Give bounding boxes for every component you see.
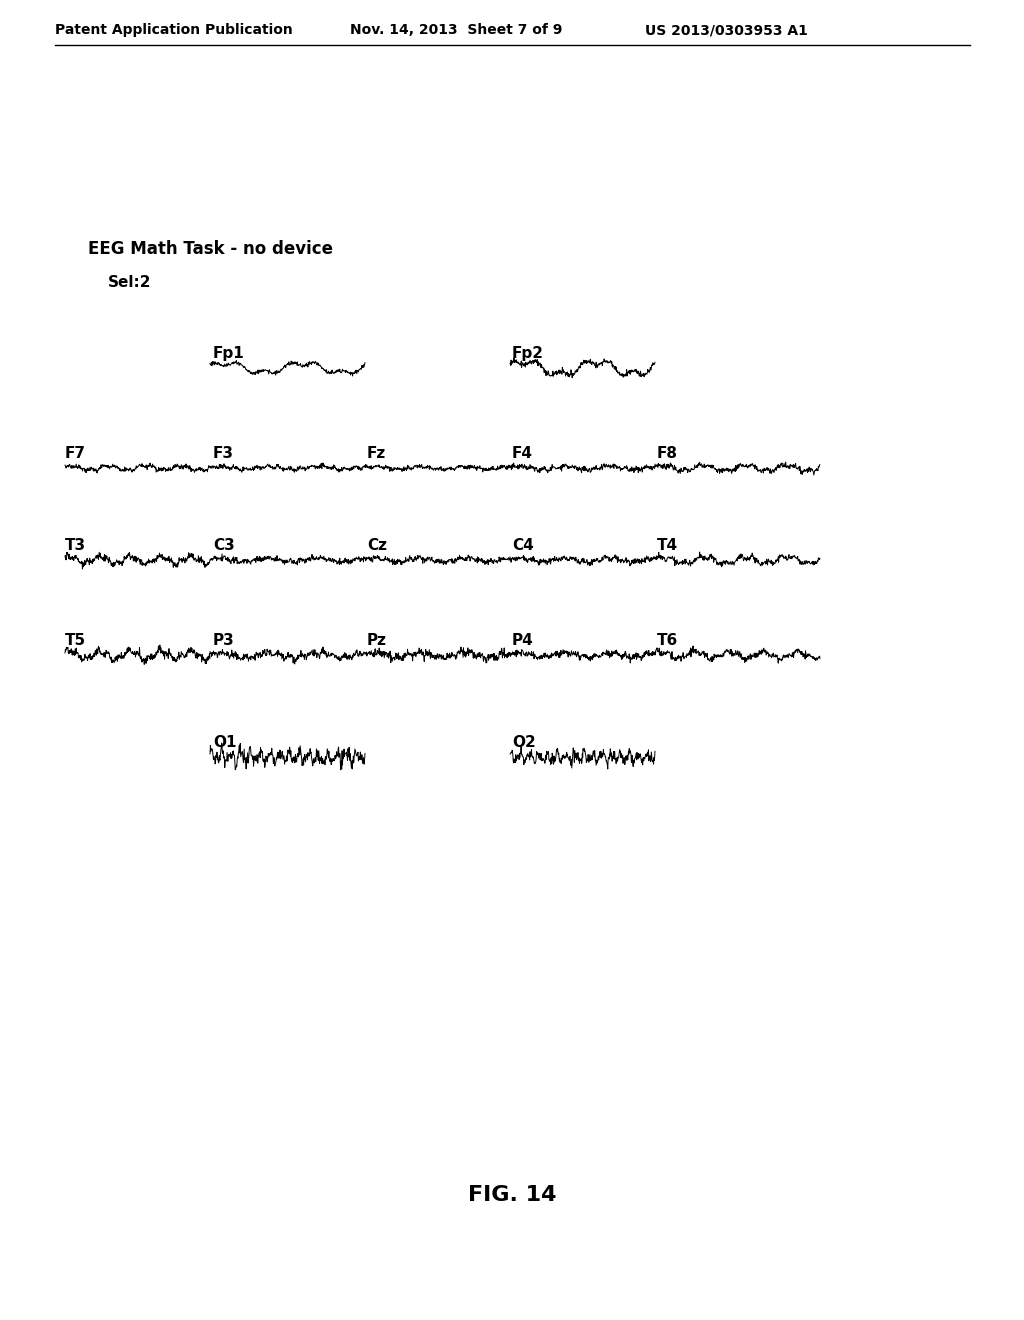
Text: T5: T5 [65, 634, 86, 648]
Text: T4: T4 [657, 539, 678, 553]
Text: P3: P3 [213, 634, 234, 648]
Text: Fz: Fz [367, 446, 386, 461]
Text: Fp1: Fp1 [213, 346, 245, 360]
Text: Sel:2: Sel:2 [108, 275, 152, 290]
Text: F8: F8 [657, 446, 678, 461]
Text: Pz: Pz [367, 634, 387, 648]
Text: Cz: Cz [367, 539, 387, 553]
Text: C4: C4 [512, 539, 534, 553]
Text: Patent Application Publication: Patent Application Publication [55, 22, 293, 37]
Text: O1: O1 [213, 735, 237, 750]
Text: P4: P4 [512, 634, 534, 648]
Text: F3: F3 [213, 446, 234, 461]
Text: T6: T6 [657, 634, 678, 648]
Text: Fp2: Fp2 [512, 346, 544, 360]
Text: EEG Math Task - no device: EEG Math Task - no device [88, 240, 333, 257]
Text: O2: O2 [512, 735, 536, 750]
Text: F7: F7 [65, 446, 86, 461]
Text: C3: C3 [213, 539, 234, 553]
Text: US 2013/0303953 A1: US 2013/0303953 A1 [645, 22, 808, 37]
Text: FIG. 14: FIG. 14 [468, 1185, 556, 1205]
Text: Nov. 14, 2013  Sheet 7 of 9: Nov. 14, 2013 Sheet 7 of 9 [350, 22, 562, 37]
Text: T3: T3 [65, 539, 86, 553]
Text: F4: F4 [512, 446, 534, 461]
